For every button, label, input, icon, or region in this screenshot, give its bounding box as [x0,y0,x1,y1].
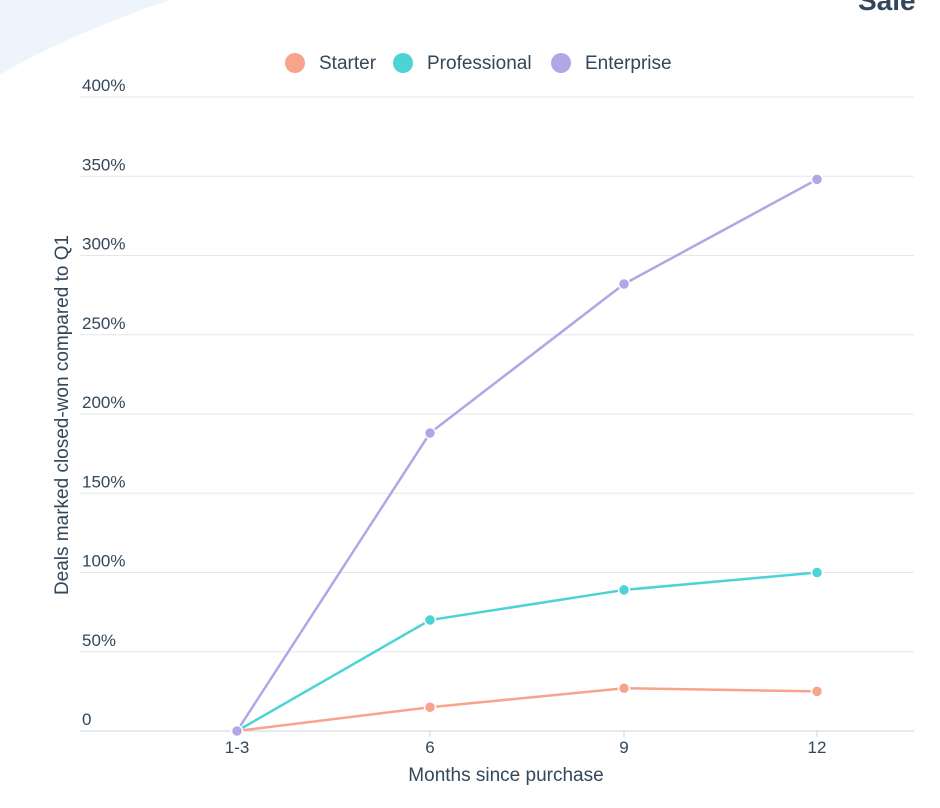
data-point-enterprise[interactable] [423,426,437,440]
x-axis-ticks: 1-3 6 9 12 [225,731,827,757]
data-point-enterprise[interactable] [617,277,631,291]
legend-item-professional[interactable]: Professional [393,53,532,74]
legend-marker [393,53,413,73]
background-shape [0,0,170,75]
y-tick-label: 400% [82,76,125,95]
series-enterprise [230,173,824,738]
gridlines [80,96,914,732]
data-point-professional[interactable] [810,566,824,579]
y-tick-label: 100% [82,552,125,571]
data-point-professional[interactable] [423,613,437,627]
legend-label: Professional [427,53,532,74]
data-point-starter[interactable] [423,700,437,714]
x-tick-label: 9 [619,738,628,757]
y-tick-label: 0 [82,710,91,729]
legend-item-starter[interactable]: Starter [285,53,377,74]
legend: Starter Professional Enterprise [285,53,672,74]
x-tick-label: 1-3 [225,738,250,757]
data-point-starter[interactable] [617,681,631,695]
y-tick-label: 350% [82,155,125,174]
data-point-enterprise[interactable] [230,724,244,738]
y-tick-label: 300% [82,235,125,254]
corner-title: Sale [858,0,916,16]
data-point-starter[interactable] [810,685,824,698]
y-axis-title: Deals marked closed-won compared to Q1 [52,235,73,595]
data-point-enterprise[interactable] [810,173,824,186]
series-line-professional [236,571,818,733]
legend-label: Starter [319,53,377,74]
legend-label: Enterprise [585,53,672,74]
legend-marker [551,53,571,73]
legend-item-enterprise[interactable]: Enterprise [551,53,672,74]
data-point-professional[interactable] [617,583,631,597]
y-axis-ticks: 0 50% 100% 150% 200% 250% 300% 350% 400% [82,76,125,729]
x-axis-title: Months since purchase [408,765,603,786]
y-tick-label: 150% [82,472,125,491]
y-tick-label: 50% [82,631,116,650]
x-tick-label: 6 [425,738,434,757]
legend-marker [285,53,305,73]
x-tick-label: 12 [808,738,827,757]
series-group [230,173,824,738]
series-line-enterprise [235,178,818,732]
series-line-starter [236,686,818,733]
y-tick-label: 200% [82,393,125,412]
y-tick-label: 250% [82,314,125,333]
series-starter [230,681,824,738]
